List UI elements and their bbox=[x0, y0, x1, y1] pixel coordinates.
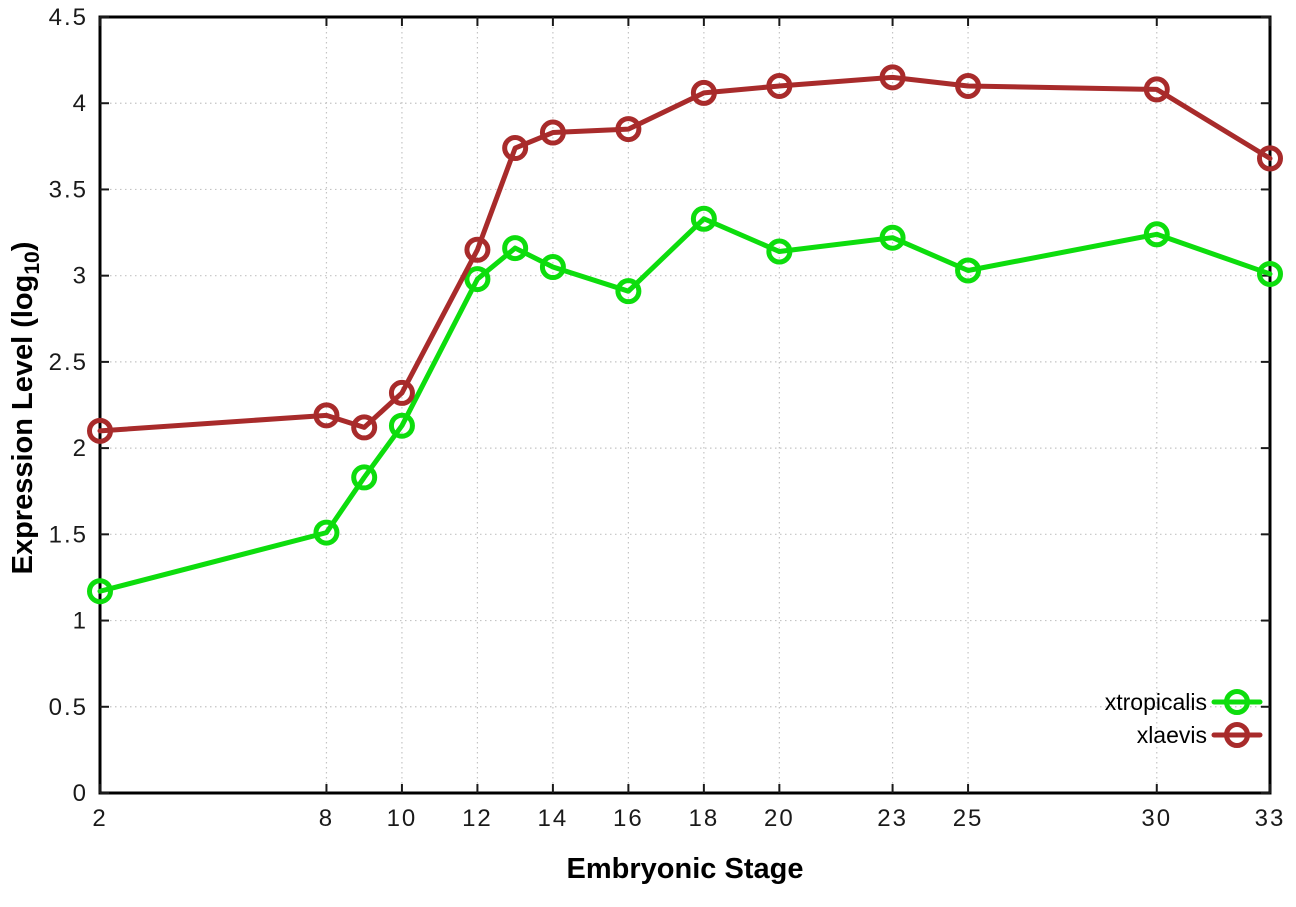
legend-entry-xlaevis: xlaevis bbox=[1137, 722, 1263, 748]
grid-layer bbox=[100, 17, 1270, 793]
data-point-xlaevis bbox=[313, 402, 340, 429]
y-axis-title: Expression Level (log10) bbox=[7, 242, 44, 575]
x-axis-title: Embryonic Stage bbox=[567, 853, 804, 885]
x-tick-label: 14 bbox=[538, 805, 569, 832]
data-point-xtropicalis bbox=[615, 278, 642, 305]
data-point-xtropicalis bbox=[766, 238, 793, 265]
y-tick-label: 4.5 bbox=[49, 4, 88, 31]
data-point-xlaevis bbox=[1257, 145, 1283, 172]
data-point-xlaevis bbox=[87, 417, 113, 444]
x-tick-label: 16 bbox=[613, 805, 644, 832]
x-tick-label: 12 bbox=[462, 805, 493, 832]
y-tick-label: 3 bbox=[73, 263, 88, 290]
legend-entry-xtropicalis: xtropicalis bbox=[1105, 689, 1263, 715]
data-point-xtropicalis bbox=[313, 519, 340, 546]
data-point-xlaevis bbox=[690, 79, 717, 106]
x-tick-label: 18 bbox=[689, 805, 720, 832]
data-point-xtropicalis bbox=[388, 412, 415, 439]
legend-label: xlaevis bbox=[1137, 722, 1207, 748]
data-point-xlaevis bbox=[955, 72, 982, 99]
y-tick-label: 4 bbox=[73, 90, 88, 117]
data-point-xlaevis bbox=[766, 72, 793, 99]
data-point-xlaevis bbox=[351, 414, 378, 441]
data-point-xlaevis bbox=[879, 64, 906, 91]
data-point-xlaevis bbox=[539, 119, 566, 146]
series-layer bbox=[87, 64, 1283, 605]
x-tick-label: 8 bbox=[319, 805, 334, 832]
series-line-xlaevis bbox=[97, 74, 1273, 434]
y-tick-label: 1 bbox=[73, 608, 88, 635]
data-point-xlaevis bbox=[1143, 76, 1170, 103]
x-tick-label: 10 bbox=[387, 805, 418, 832]
y-tick-label: 2.5 bbox=[49, 349, 88, 376]
y-tick-label: 1.5 bbox=[49, 521, 88, 548]
data-point-xtropicalis bbox=[1257, 260, 1283, 287]
data-point-xtropicalis bbox=[87, 578, 113, 605]
x-tick-label: 30 bbox=[1141, 805, 1172, 832]
y-tick-label: 2 bbox=[73, 435, 88, 462]
series-line-xtropicalis bbox=[97, 216, 1273, 594]
y-tick-label: 3.5 bbox=[49, 176, 88, 203]
data-point-xlaevis bbox=[388, 379, 415, 406]
y-tick-label: 0.5 bbox=[49, 694, 88, 721]
data-point-xtropicalis bbox=[502, 235, 529, 262]
data-point-xtropicalis bbox=[955, 257, 982, 284]
x-tick-label: 23 bbox=[877, 805, 908, 832]
data-point-xlaevis bbox=[464, 236, 491, 263]
legend-marker-circle bbox=[1224, 722, 1250, 748]
data-point-xtropicalis bbox=[464, 266, 491, 293]
x-tick-label: 33 bbox=[1255, 805, 1286, 832]
data-point-xlaevis bbox=[615, 116, 642, 143]
legend-marker-circle bbox=[1224, 689, 1250, 715]
x-tick-label: 25 bbox=[953, 805, 984, 832]
x-tick-label: 20 bbox=[764, 805, 795, 832]
x-tick-label: 2 bbox=[92, 805, 107, 832]
legend: xtropicalis xlaevis bbox=[1105, 689, 1263, 748]
legend-label: xtropicalis bbox=[1105, 689, 1207, 715]
plot-border bbox=[98, 15, 1272, 795]
y-tick-label: 0 bbox=[73, 780, 88, 807]
data-point-xtropicalis bbox=[879, 224, 906, 251]
axis-layer: 0 0.5 1 1.5 2 2.5 3 3.5 4 4.5 2 8 10 12 14 16 18 20 23 25 30… bbox=[49, 4, 1286, 832]
data-point-xtropicalis bbox=[1143, 221, 1170, 248]
data-point-xtropicalis bbox=[539, 254, 566, 281]
data-point-xtropicalis bbox=[690, 205, 717, 232]
data-point-xlaevis bbox=[502, 135, 529, 162]
data-point-xtropicalis bbox=[351, 464, 378, 491]
